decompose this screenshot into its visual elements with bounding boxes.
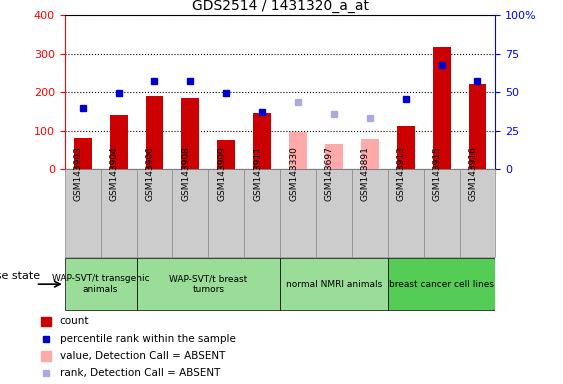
Bar [352, 169, 388, 257]
Bar [468, 84, 486, 169]
Text: GSM143915: GSM143915 [432, 146, 441, 201]
Text: value, Detection Call = ABSENT: value, Detection Call = ABSENT [60, 351, 225, 361]
Bar [244, 169, 280, 257]
Text: WAP-SVT/t breast
tumors: WAP-SVT/t breast tumors [169, 275, 247, 294]
Bar [208, 169, 244, 257]
Text: breast cancer cell lines: breast cancer cell lines [389, 280, 494, 289]
Bar [217, 140, 235, 169]
Text: GSM143908: GSM143908 [181, 146, 190, 201]
Text: GSM143913: GSM143913 [397, 146, 406, 201]
Bar [316, 169, 352, 257]
Bar [388, 258, 495, 310]
Bar [110, 115, 128, 169]
Text: GSM143891: GSM143891 [361, 146, 370, 201]
Text: GSM143904: GSM143904 [110, 146, 119, 201]
Bar [65, 169, 101, 257]
Text: GSM143906: GSM143906 [145, 146, 154, 201]
Bar [101, 169, 137, 257]
Text: rank, Detection Call = ABSENT: rank, Detection Call = ABSENT [60, 368, 220, 378]
Text: GSM143903: GSM143903 [74, 146, 83, 201]
Title: GDS2514 / 1431320_a_at: GDS2514 / 1431320_a_at [191, 0, 369, 13]
Text: percentile rank within the sample: percentile rank within the sample [60, 334, 235, 344]
Text: WAP-SVT/t transgenic
animals: WAP-SVT/t transgenic animals [52, 275, 149, 294]
Bar [280, 258, 388, 310]
Text: GSM143916: GSM143916 [468, 146, 477, 201]
Bar [424, 169, 459, 257]
Bar [397, 126, 415, 169]
Bar [145, 96, 163, 169]
Bar [74, 138, 92, 169]
Text: GSM143909: GSM143909 [217, 146, 226, 201]
Bar [41, 316, 51, 326]
Text: disease state: disease state [0, 271, 40, 281]
Text: normal NMRI animals: normal NMRI animals [286, 280, 382, 289]
Bar [361, 139, 379, 169]
Bar [137, 169, 172, 257]
Bar [253, 113, 271, 169]
Text: GSM143697: GSM143697 [325, 146, 334, 201]
Bar [172, 169, 208, 257]
Text: GSM143911: GSM143911 [253, 146, 262, 201]
Text: GSM143330: GSM143330 [289, 146, 298, 201]
Bar [181, 98, 199, 169]
Bar [459, 169, 495, 257]
Bar [137, 258, 280, 310]
Bar [280, 169, 316, 257]
Bar [65, 258, 137, 310]
Bar [41, 351, 51, 361]
Bar [289, 132, 307, 169]
Bar [325, 144, 343, 169]
Bar [388, 169, 424, 257]
Text: count: count [60, 316, 89, 326]
Bar [432, 47, 450, 169]
